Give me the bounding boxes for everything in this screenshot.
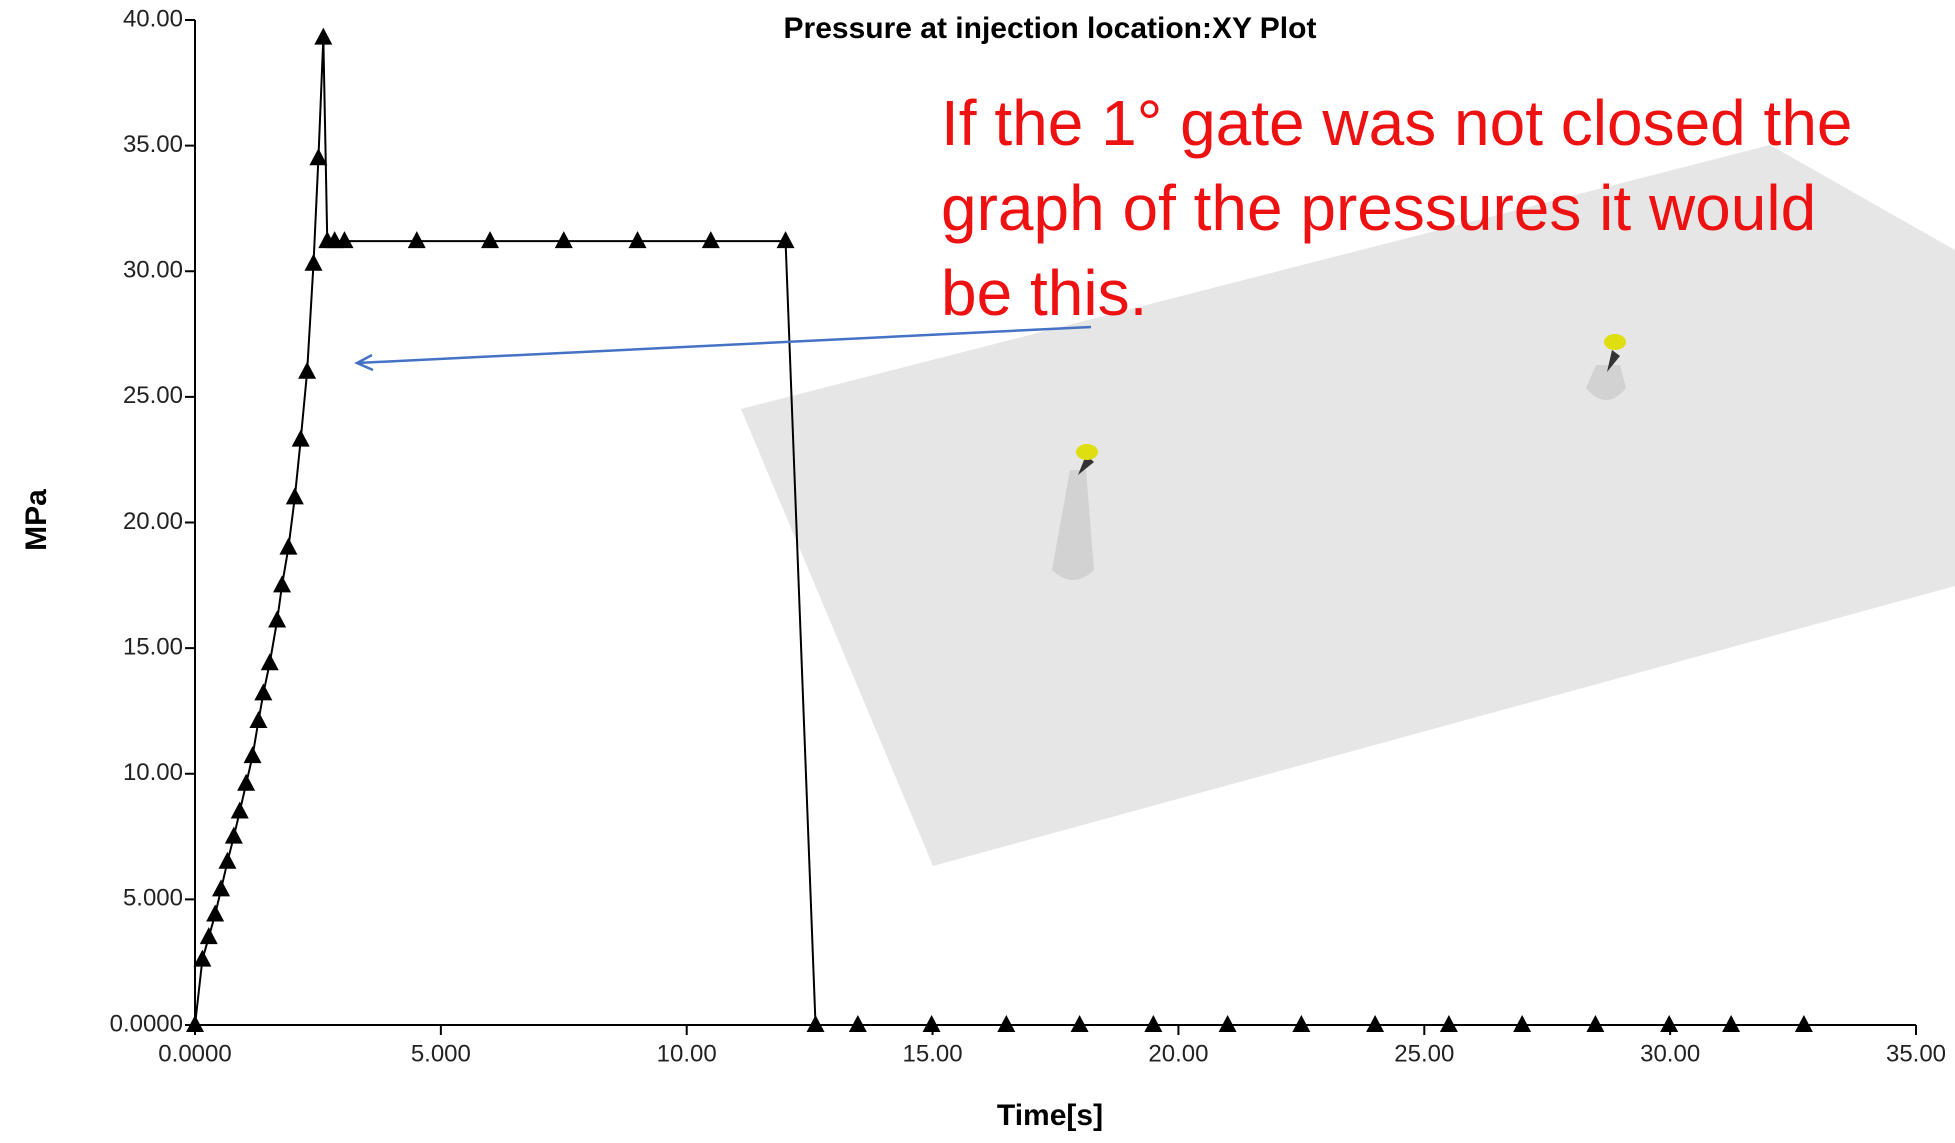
x-tick-label: 25.00 — [1394, 1040, 1454, 1067]
marker — [777, 231, 795, 248]
y-tick-label: 20.00 — [123, 508, 183, 535]
marker — [1219, 1015, 1237, 1032]
marker — [273, 575, 291, 592]
x-tick-label: 0.0000 — [158, 1040, 231, 1067]
marker — [261, 653, 279, 670]
x-tick-label: 10.00 — [657, 1040, 717, 1067]
marker — [629, 231, 647, 248]
marker — [193, 950, 211, 967]
marker — [1071, 1015, 1089, 1032]
marker — [555, 231, 573, 248]
marker — [1660, 1015, 1678, 1032]
y-axis-label: MPa — [20, 489, 53, 551]
marker — [997, 1015, 1015, 1032]
gate — [1076, 444, 1098, 460]
marker — [1440, 1015, 1458, 1032]
marker — [1144, 1015, 1162, 1032]
marker — [254, 683, 272, 700]
marker — [849, 1015, 867, 1032]
marker — [206, 904, 224, 921]
marker — [305, 254, 323, 271]
marker — [1292, 1015, 1310, 1032]
y-tick-label: 30.00 — [123, 257, 183, 284]
gate — [1604, 334, 1626, 350]
plate — [741, 145, 1955, 866]
marker — [923, 1015, 941, 1032]
marker — [298, 362, 316, 379]
marker — [702, 231, 720, 248]
marker — [268, 610, 286, 627]
x-tick-label: 15.00 — [903, 1040, 963, 1067]
y-tick-label: 25.00 — [123, 382, 183, 409]
part-image — [741, 145, 1955, 866]
y-tick-label: 40.00 — [123, 5, 183, 32]
annotation-line: If the 1° gate was not closed the — [941, 87, 1853, 159]
marker — [200, 927, 218, 944]
marker — [1795, 1015, 1813, 1032]
x-tick-label: 20.00 — [1148, 1040, 1208, 1067]
marker — [1366, 1015, 1384, 1032]
marker — [481, 231, 499, 248]
marker — [286, 487, 304, 504]
marker — [231, 801, 249, 818]
marker — [1586, 1015, 1604, 1032]
marker — [249, 711, 267, 728]
marker — [807, 1015, 825, 1032]
marker — [1513, 1015, 1531, 1032]
marker — [244, 746, 262, 763]
marker — [225, 827, 243, 844]
annotation-line: be this. — [941, 257, 1147, 329]
y-tick-label: 15.00 — [123, 633, 183, 660]
y-tick-label: 35.00 — [123, 131, 183, 158]
marker — [212, 879, 230, 896]
x-axis-label: Time[s] — [997, 1099, 1103, 1132]
marker — [314, 28, 332, 45]
marker — [1722, 1015, 1740, 1032]
chart-title: Pressure at injection location:XY Plot — [784, 12, 1317, 45]
chart: Pressure at injection location:XY Plot T… — [0, 0, 1955, 1143]
x-tick-label: 30.00 — [1640, 1040, 1700, 1067]
y-tick-label: 10.00 — [123, 759, 183, 786]
marker — [186, 1015, 204, 1032]
x-tick-label: 5.000 — [411, 1040, 471, 1067]
y-tick-label: 5.000 — [123, 885, 183, 912]
y-tick-label: 0.0000 — [110, 1010, 183, 1037]
marker — [218, 852, 236, 869]
marker — [279, 538, 297, 555]
marker — [408, 231, 426, 248]
marker — [237, 774, 255, 791]
x-tick-label: 35.00 — [1886, 1040, 1946, 1067]
marker — [292, 430, 310, 447]
annotation-line: graph of the pressures it would — [941, 172, 1816, 244]
